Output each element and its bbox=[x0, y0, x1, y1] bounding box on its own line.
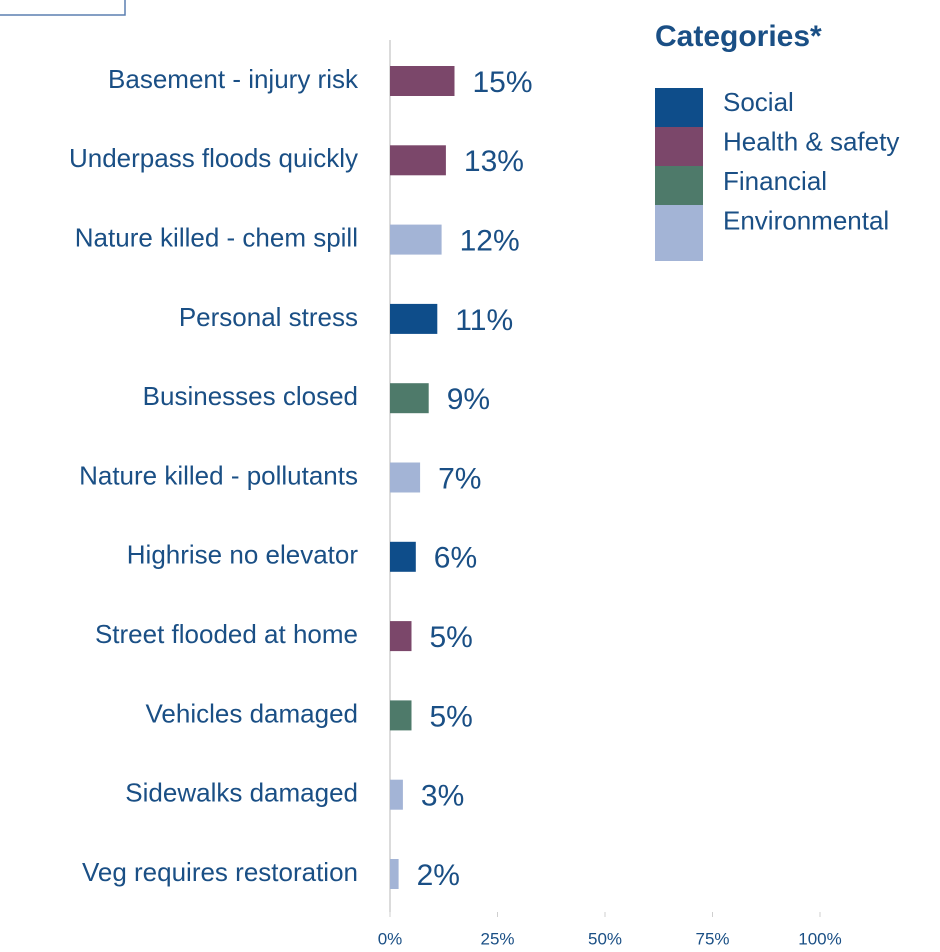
legend-swatch bbox=[655, 205, 703, 261]
bar bbox=[390, 303, 438, 334]
value-label: 2% bbox=[417, 859, 460, 892]
value-label: 12% bbox=[460, 225, 520, 258]
value-label: 11% bbox=[455, 304, 513, 337]
frame-fragment bbox=[0, 0, 126, 16]
bar bbox=[390, 700, 412, 731]
value-label: 3% bbox=[421, 780, 464, 813]
bar bbox=[390, 541, 416, 572]
value-label: 9% bbox=[447, 383, 490, 416]
legend-title: Categories* bbox=[655, 20, 822, 53]
bar bbox=[390, 462, 421, 493]
legend-label: Social bbox=[723, 87, 794, 117]
y-tick-label: Businesses closed bbox=[143, 381, 358, 411]
y-tick-label: Nature killed - pollutants bbox=[79, 460, 358, 490]
bar bbox=[390, 859, 399, 889]
legend-label: Financial bbox=[723, 166, 827, 196]
value-label: 5% bbox=[430, 700, 473, 733]
value-label: 13% bbox=[464, 145, 524, 178]
bar bbox=[390, 224, 442, 255]
value-label: 7% bbox=[438, 462, 481, 495]
legend-label: Health & safety bbox=[723, 126, 899, 156]
y-tick-label: Basement - injury risk bbox=[108, 64, 359, 94]
bar bbox=[390, 779, 403, 810]
legend-swatch bbox=[655, 88, 703, 127]
x-tick-label: 50% bbox=[588, 929, 622, 948]
value-label: 5% bbox=[430, 621, 473, 654]
legend-swatch bbox=[655, 127, 703, 166]
legend-label: Environmental bbox=[723, 205, 889, 235]
x-tick-label: 25% bbox=[480, 929, 514, 948]
y-tick-label: Personal stress bbox=[179, 302, 358, 332]
bar bbox=[390, 621, 412, 652]
y-tick-label: Underpass floods quickly bbox=[69, 143, 358, 173]
x-tick-label: 75% bbox=[695, 929, 729, 948]
bar bbox=[390, 145, 446, 176]
y-tick-label: Street flooded at home bbox=[95, 619, 358, 649]
value-label: 15% bbox=[473, 66, 533, 99]
y-tick-label: Highrise no elevator bbox=[127, 540, 359, 570]
bar bbox=[390, 66, 455, 96]
legend-swatch bbox=[655, 166, 703, 205]
y-tick-label: Nature killed - chem spill bbox=[75, 222, 358, 252]
x-tick-label: 0% bbox=[378, 929, 403, 948]
y-tick-label: Veg requires restoration bbox=[82, 857, 358, 887]
y-tick-label: Sidewalks damaged bbox=[125, 778, 358, 808]
y-tick-label: Vehicles damaged bbox=[146, 698, 358, 728]
x-tick-label: 100% bbox=[798, 929, 841, 948]
bar bbox=[390, 383, 429, 414]
value-label: 6% bbox=[434, 542, 477, 575]
